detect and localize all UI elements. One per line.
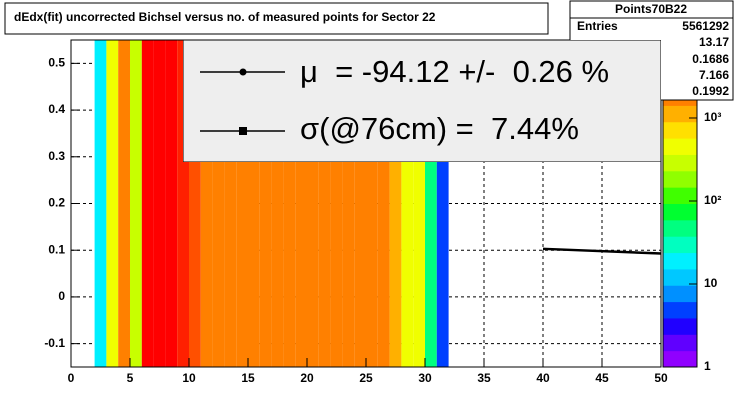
x-tick-label: 45 (595, 371, 609, 385)
stats-value: 0.1686 (692, 52, 729, 66)
palette-swatch (663, 203, 697, 221)
cell (271, 40, 284, 367)
legend-box (183, 40, 661, 162)
palette-swatch (663, 236, 697, 254)
x-tick-label: 30 (418, 371, 432, 385)
x-tick-label: 25 (359, 371, 373, 385)
cell (189, 40, 201, 367)
cell (318, 40, 331, 367)
cell (413, 40, 425, 367)
cell (236, 40, 248, 367)
cell (118, 40, 130, 367)
palette-swatch (663, 334, 697, 352)
x-tick-label: 0 (68, 371, 75, 385)
palette-swatch (663, 350, 697, 368)
y-tick-label: 0.2 (48, 196, 65, 210)
cell (307, 40, 319, 367)
cell (377, 40, 390, 367)
x-tick-label: 35 (477, 371, 491, 385)
cell (295, 40, 307, 367)
x-tick-label: 10 (182, 371, 196, 385)
palette-swatch (663, 187, 697, 204)
stats-label: Entries (577, 19, 618, 33)
y-tick-label: 0 (58, 289, 65, 303)
chart-title: dEdx(fit) uncorrected Bichsel versus no.… (14, 10, 436, 24)
cell (177, 40, 189, 367)
stats-title: Points70B22 (615, 2, 687, 16)
palette-swatch (663, 268, 697, 286)
cell (330, 40, 343, 367)
y-tick-label: 0.4 (48, 102, 65, 116)
cell (248, 40, 260, 367)
cell (224, 40, 237, 367)
cell (94, 40, 107, 367)
legend-marker (239, 68, 247, 76)
palette-swatch (663, 154, 697, 172)
cells (94, 40, 449, 367)
legend: μ = -94.12 +/- 0.26 % σ(@76cm) = 7.44% (183, 40, 661, 162)
cell (354, 40, 366, 367)
palette-swatch (663, 285, 697, 303)
y-tick-label: -0.1 (44, 336, 65, 350)
palette-swatch (663, 170, 697, 188)
title-box (4, 2, 549, 35)
x-tick-label: 40 (536, 371, 550, 385)
z-tick-label: 10³ (704, 110, 721, 124)
cell (141, 40, 154, 367)
cell (366, 40, 378, 367)
x-tick-label: 20 (300, 371, 314, 385)
z-tick-label: 1 (704, 359, 711, 373)
legend-text: μ = -94.12 +/- 0.26 % (300, 54, 609, 89)
palette-swatch (663, 105, 697, 123)
cell (106, 40, 119, 367)
x-tick-label: 50 (654, 371, 668, 385)
cell (212, 40, 225, 367)
cell (389, 40, 402, 367)
stats-value: 5561292 (682, 19, 729, 33)
palette-swatch (663, 138, 697, 155)
y-tick-label: 0.1 (48, 242, 65, 256)
legend-text: σ(@76cm) = 7.44% (300, 111, 579, 146)
cell (259, 40, 272, 367)
legend-marker (239, 127, 247, 135)
z-tick-label: 10 (704, 276, 718, 290)
palette-swatch (663, 219, 697, 237)
cell (425, 40, 437, 367)
palette-swatch (663, 252, 697, 270)
stats-value: 13.17 (699, 35, 729, 49)
x-tick-label: 5 (127, 371, 134, 385)
cell (436, 40, 449, 367)
z-tick-label: 10² (704, 193, 721, 207)
palette-swatch (663, 121, 697, 139)
y-tick-label: 0.3 (48, 149, 65, 163)
profile-line (542, 247, 662, 255)
cell (200, 40, 213, 367)
cell (401, 40, 414, 367)
cell (130, 40, 142, 367)
palette-swatch (663, 301, 697, 319)
palette-swatch (663, 317, 697, 335)
cell (283, 40, 296, 367)
cell (165, 40, 178, 367)
stats-value: 7.166 (699, 68, 729, 82)
cell (342, 40, 355, 367)
y-tick-label: 0.5 (48, 56, 65, 70)
x-tick-label: 15 (241, 371, 255, 385)
cell (153, 40, 166, 367)
stats-value: 0.1992 (692, 84, 729, 98)
